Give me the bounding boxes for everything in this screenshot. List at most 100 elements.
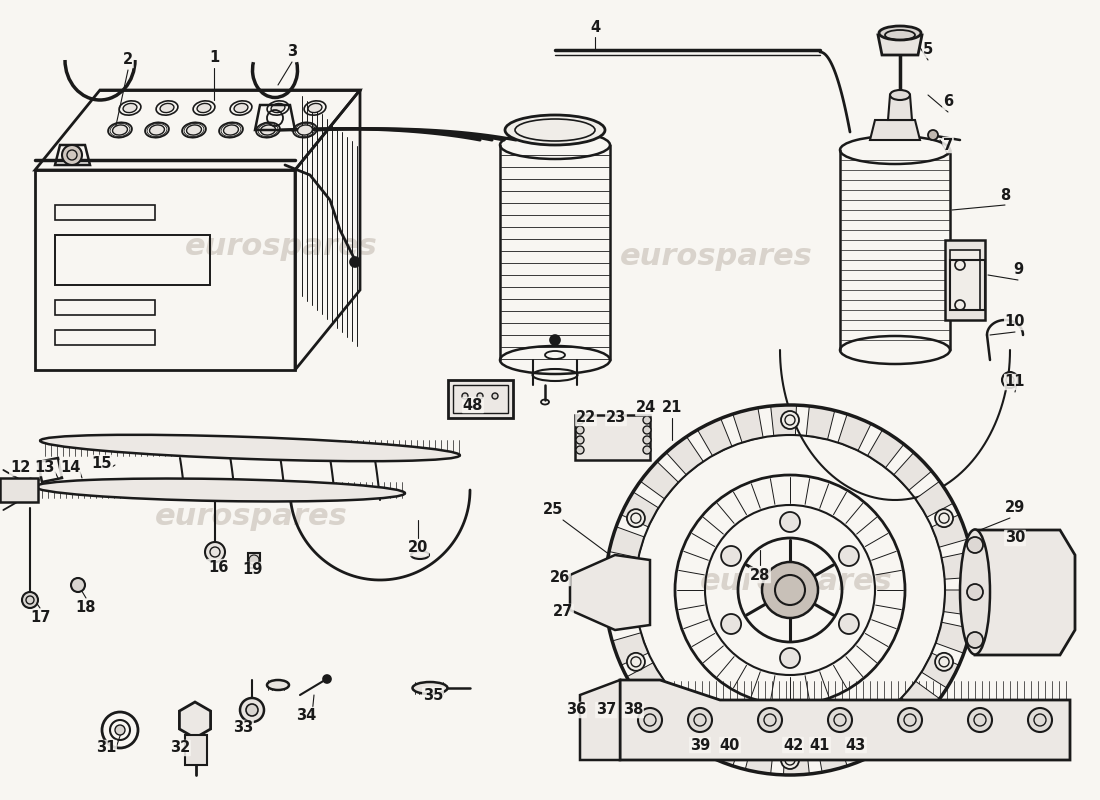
Ellipse shape	[271, 103, 285, 113]
Text: 43: 43	[846, 738, 866, 753]
Ellipse shape	[112, 125, 128, 135]
Polygon shape	[640, 462, 679, 499]
Circle shape	[967, 584, 983, 600]
Text: 39: 39	[690, 738, 711, 753]
Bar	[453, 385, 508, 413]
Text: 41: 41	[810, 738, 830, 753]
Ellipse shape	[411, 551, 429, 559]
Text: 18: 18	[76, 601, 97, 615]
Circle shape	[246, 704, 258, 716]
Polygon shape	[848, 724, 882, 762]
Ellipse shape	[297, 125, 312, 135]
Bar	[575, 415, 650, 460]
Circle shape	[1002, 372, 1018, 388]
Circle shape	[576, 446, 584, 454]
Ellipse shape	[890, 90, 910, 100]
Text: 8: 8	[1000, 187, 1010, 202]
Polygon shape	[580, 680, 620, 760]
Circle shape	[780, 648, 800, 668]
Bar	[185, 735, 207, 765]
Text: 19: 19	[243, 562, 263, 578]
Text: eurospares: eurospares	[185, 232, 377, 261]
Circle shape	[644, 426, 651, 434]
Ellipse shape	[150, 125, 165, 135]
Polygon shape	[676, 712, 713, 750]
Text: 13: 13	[35, 461, 55, 475]
Polygon shape	[613, 633, 648, 666]
Circle shape	[935, 509, 953, 527]
Ellipse shape	[960, 530, 990, 654]
Text: 12: 12	[10, 461, 30, 475]
Ellipse shape	[161, 103, 174, 113]
Circle shape	[839, 614, 859, 634]
Circle shape	[781, 411, 799, 429]
Bar	[55, 300, 155, 315]
Polygon shape	[605, 564, 637, 590]
Circle shape	[828, 708, 852, 732]
Text: 40: 40	[719, 738, 740, 753]
Text: 20: 20	[408, 541, 428, 555]
Circle shape	[576, 436, 584, 444]
Polygon shape	[915, 482, 954, 518]
Polygon shape	[922, 653, 959, 688]
Text: 17: 17	[30, 610, 51, 626]
Text: 5: 5	[923, 42, 933, 58]
Text: 28: 28	[750, 567, 770, 582]
Circle shape	[627, 509, 645, 527]
Circle shape	[967, 537, 983, 553]
Circle shape	[722, 546, 741, 566]
Text: 21: 21	[662, 401, 682, 415]
Text: 15: 15	[91, 455, 112, 470]
Polygon shape	[621, 492, 659, 527]
Text: 32: 32	[169, 741, 190, 755]
Text: 38: 38	[623, 702, 643, 718]
Text: 10: 10	[1004, 314, 1025, 330]
Ellipse shape	[187, 125, 201, 135]
Circle shape	[240, 698, 264, 722]
Text: 29: 29	[1005, 501, 1025, 515]
Polygon shape	[570, 555, 650, 630]
Bar	[248, 553, 260, 568]
Ellipse shape	[879, 26, 921, 40]
Ellipse shape	[197, 103, 211, 113]
Text: 27: 27	[553, 605, 573, 619]
Circle shape	[688, 708, 712, 732]
Circle shape	[550, 335, 560, 345]
Polygon shape	[179, 702, 210, 738]
Circle shape	[116, 725, 125, 735]
Polygon shape	[620, 680, 1070, 760]
Polygon shape	[975, 530, 1075, 655]
Ellipse shape	[308, 103, 322, 113]
Circle shape	[935, 653, 953, 671]
Text: 30: 30	[1004, 530, 1025, 546]
Text: 22: 22	[576, 410, 596, 426]
Text: 3: 3	[287, 45, 297, 59]
Circle shape	[477, 393, 483, 399]
Bar	[55, 330, 155, 345]
Text: 1: 1	[209, 50, 219, 66]
Circle shape	[627, 653, 645, 671]
Polygon shape	[733, 408, 763, 442]
Polygon shape	[605, 601, 638, 629]
Circle shape	[780, 512, 800, 532]
Polygon shape	[877, 705, 914, 743]
Bar	[950, 250, 980, 310]
Text: 37: 37	[596, 702, 616, 718]
Polygon shape	[708, 730, 742, 766]
Text: 48: 48	[463, 398, 483, 413]
Ellipse shape	[234, 103, 248, 113]
Circle shape	[644, 436, 651, 444]
Polygon shape	[878, 35, 922, 55]
Ellipse shape	[412, 682, 448, 694]
Circle shape	[62, 145, 82, 165]
Circle shape	[968, 708, 992, 732]
Circle shape	[72, 578, 85, 592]
Polygon shape	[627, 662, 664, 698]
Bar	[0, 478, 39, 502]
Text: 34: 34	[296, 707, 316, 722]
Circle shape	[22, 592, 38, 608]
Text: 4: 4	[590, 19, 601, 34]
Text: 9: 9	[1013, 262, 1023, 278]
Polygon shape	[838, 414, 871, 450]
Circle shape	[839, 546, 859, 566]
